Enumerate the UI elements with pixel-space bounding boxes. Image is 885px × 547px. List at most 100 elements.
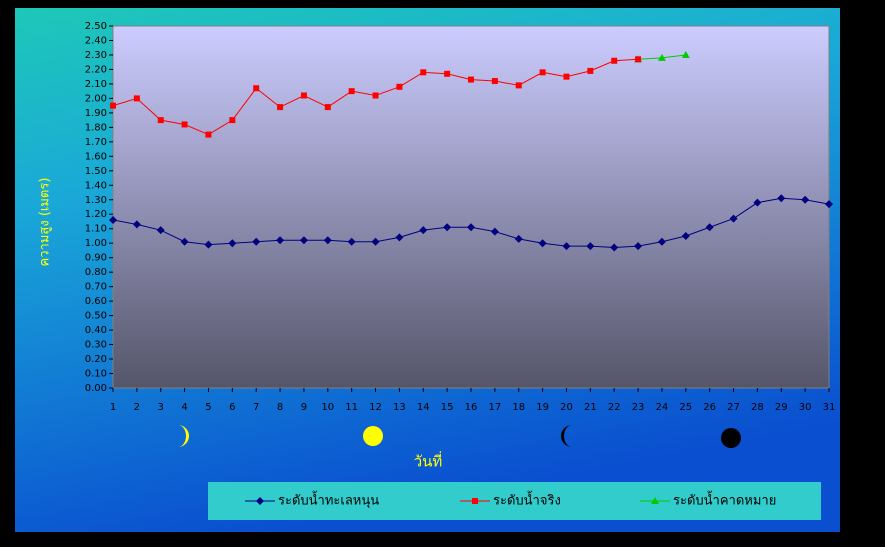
x-tick-label: 31 bbox=[823, 402, 836, 413]
y-tick-label: 2.50 bbox=[85, 21, 107, 32]
point bbox=[395, 233, 404, 242]
point bbox=[132, 220, 141, 229]
point bbox=[801, 195, 810, 204]
point bbox=[443, 223, 452, 232]
y-tick-label: 1.70 bbox=[85, 137, 107, 148]
y-tick-label: 0.80 bbox=[85, 267, 107, 278]
point bbox=[323, 236, 332, 245]
point bbox=[348, 88, 355, 95]
y-tick-label: 2.20 bbox=[85, 64, 107, 75]
y-tick-label: 0.70 bbox=[85, 282, 107, 293]
y-tick-label: 1.50 bbox=[85, 166, 107, 177]
point bbox=[539, 69, 546, 76]
y-tick-label: 1.40 bbox=[85, 180, 107, 191]
point bbox=[277, 104, 284, 111]
x-tick-label: 8 bbox=[277, 402, 283, 413]
y-tick-label: 0.40 bbox=[85, 325, 107, 336]
x-tick-label: 13 bbox=[393, 402, 406, 413]
legend-label: ระดับน้ำจริง bbox=[493, 491, 561, 509]
point bbox=[444, 70, 451, 77]
first-quarter-moon bbox=[178, 425, 189, 447]
point bbox=[562, 242, 571, 251]
point bbox=[635, 56, 642, 63]
point bbox=[491, 78, 498, 85]
x-tick-label: 11 bbox=[345, 402, 358, 413]
x-tick-label: 25 bbox=[679, 402, 692, 413]
point bbox=[657, 53, 666, 61]
y-tick-label: 1.30 bbox=[85, 195, 107, 206]
point bbox=[156, 226, 165, 235]
point bbox=[256, 497, 264, 505]
point bbox=[468, 76, 474, 83]
point bbox=[634, 242, 643, 251]
y-axis-title: ความสูง (เมตร) bbox=[38, 178, 53, 267]
point bbox=[753, 198, 762, 207]
x-tick-label: 12 bbox=[369, 402, 382, 413]
y-tick-label: 2.30 bbox=[85, 50, 107, 61]
point bbox=[324, 104, 331, 111]
point bbox=[276, 236, 285, 245]
point bbox=[229, 117, 236, 124]
point bbox=[228, 239, 237, 248]
point bbox=[610, 243, 619, 252]
point bbox=[299, 236, 308, 245]
point bbox=[252, 237, 261, 246]
y-tick-label: 1.10 bbox=[85, 224, 107, 235]
new-moon bbox=[721, 428, 741, 448]
x-tick-label: 20 bbox=[560, 402, 573, 413]
y-tick-label: 0.00 bbox=[85, 383, 107, 394]
x-tick-label: 22 bbox=[608, 402, 621, 413]
point bbox=[651, 497, 659, 504]
plot-area bbox=[112, 25, 830, 389]
point bbox=[204, 240, 213, 249]
point bbox=[110, 102, 116, 109]
x-tick-label: 5 bbox=[205, 402, 211, 413]
y-tick-label: 1.20 bbox=[85, 209, 107, 220]
x-tick-label: 28 bbox=[751, 402, 764, 413]
x-tick-label: 14 bbox=[417, 402, 430, 413]
point bbox=[563, 73, 570, 80]
point bbox=[515, 82, 522, 89]
point bbox=[157, 117, 164, 124]
x-tick-label: 27 bbox=[727, 402, 740, 413]
x-tick-label: 30 bbox=[799, 402, 812, 413]
x-tick-label: 1 bbox=[110, 402, 116, 413]
point bbox=[372, 92, 379, 99]
x-tick-label: 29 bbox=[775, 402, 788, 413]
x-tick-label: 10 bbox=[321, 402, 334, 413]
y-tick-label: 0.30 bbox=[85, 340, 107, 351]
y-tick-label: 1.00 bbox=[85, 238, 107, 249]
y-tick-label: 0.50 bbox=[85, 311, 107, 322]
point bbox=[347, 237, 356, 246]
point bbox=[300, 92, 307, 99]
x-tick-label: 7 bbox=[253, 402, 259, 413]
x-tick-label: 18 bbox=[512, 402, 525, 413]
x-tick-label: 15 bbox=[441, 402, 454, 413]
point bbox=[586, 242, 595, 251]
y-tick-label: 1.60 bbox=[85, 151, 107, 162]
full-moon bbox=[363, 426, 383, 446]
point bbox=[777, 194, 786, 203]
point bbox=[657, 237, 666, 246]
point bbox=[490, 227, 499, 236]
y-tick-label: 0.10 bbox=[85, 369, 107, 380]
point bbox=[538, 239, 547, 248]
point bbox=[205, 131, 212, 138]
y-tick-label: 1.80 bbox=[85, 122, 107, 133]
x-axis-title: วันที่ bbox=[414, 451, 443, 471]
point bbox=[681, 50, 690, 58]
point bbox=[396, 83, 403, 90]
y-tick-label: 2.10 bbox=[85, 79, 107, 90]
last-quarter-moon bbox=[561, 425, 572, 447]
point bbox=[253, 85, 260, 92]
point bbox=[729, 214, 738, 223]
y-tick-label: 2.00 bbox=[85, 93, 107, 104]
legend-label: ระดับน้ำคาดหมาย bbox=[673, 491, 776, 509]
y-tick-label: 0.90 bbox=[85, 253, 107, 264]
x-tick-label: 21 bbox=[584, 402, 597, 413]
point bbox=[587, 67, 594, 74]
x-tick-label: 26 bbox=[703, 402, 716, 413]
point bbox=[419, 226, 428, 235]
x-tick-label: 3 bbox=[158, 402, 164, 413]
